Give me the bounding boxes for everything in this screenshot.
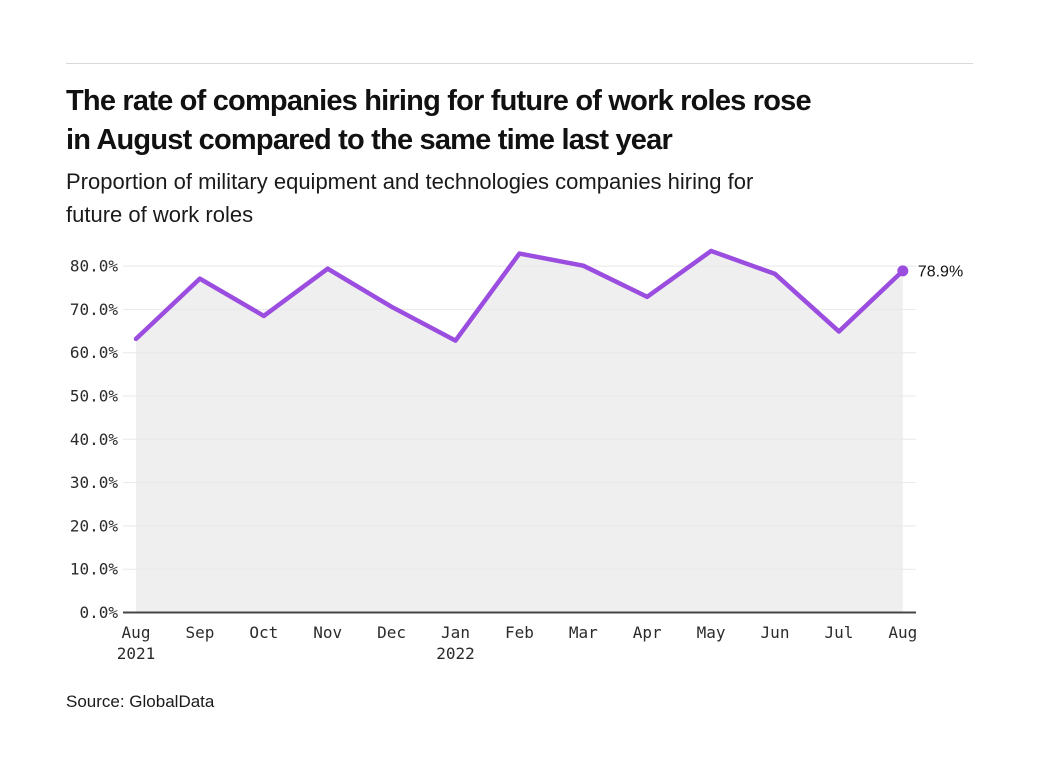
x-tick-year-label: 2021 <box>117 644 156 663</box>
x-tick-month-label: Apr <box>633 623 662 642</box>
page-title-line-2: in August compared to the same time last… <box>66 124 673 156</box>
top-separator-line <box>66 63 973 64</box>
x-tick-month-label: Sep <box>185 623 214 642</box>
x-tick-month-label: Jul <box>824 623 853 642</box>
chart-subtitle-line-1: Proportion of military equipment and tec… <box>66 169 754 194</box>
chart-subtitle-line-2: future of work roles <box>66 202 254 227</box>
y-tick-label: 30.0% <box>70 473 119 492</box>
source-attribution: Source: GlobalData <box>66 692 215 711</box>
y-tick-label: 40.0% <box>70 430 119 449</box>
x-tick-month-label: Feb <box>505 623 534 642</box>
y-tick-label: 10.0% <box>70 560 119 579</box>
y-tick-label: 20.0% <box>70 516 119 535</box>
chart-subtitle: Proportion of military equipment and tec… <box>66 165 753 231</box>
y-tick-label: 50.0% <box>70 387 119 406</box>
x-tick-month-label: Jun <box>761 623 790 642</box>
y-tick-label: 0.0% <box>79 603 118 622</box>
series-line <box>133 248 906 343</box>
page-title: The rate of companies hiring for future … <box>66 82 812 160</box>
x-tick-month-label: May <box>697 623 726 642</box>
last-point-label: 78.9% <box>918 263 963 280</box>
x-tick-month-label: Nov <box>313 623 342 642</box>
x-tick-month-label: Jan <box>441 623 470 642</box>
x-tick-month-label: Mar <box>569 623 598 642</box>
y-tick-label: 80.0% <box>70 257 119 276</box>
x-tick-month-label: Oct <box>249 623 278 642</box>
last-point-dot <box>897 265 909 277</box>
x-tick-month-label: Aug <box>888 623 917 642</box>
x-tick-year-label: 2022 <box>436 644 475 663</box>
page-title-line-1: The rate of companies hiring for future … <box>66 85 812 117</box>
x-tick-month-label: Dec <box>377 623 406 642</box>
x-tick-month-label: Aug <box>122 623 151 642</box>
y-tick-label: 70.0% <box>70 300 119 319</box>
y-tick-label: 60.0% <box>70 343 119 362</box>
area-fill <box>136 250 903 613</box>
